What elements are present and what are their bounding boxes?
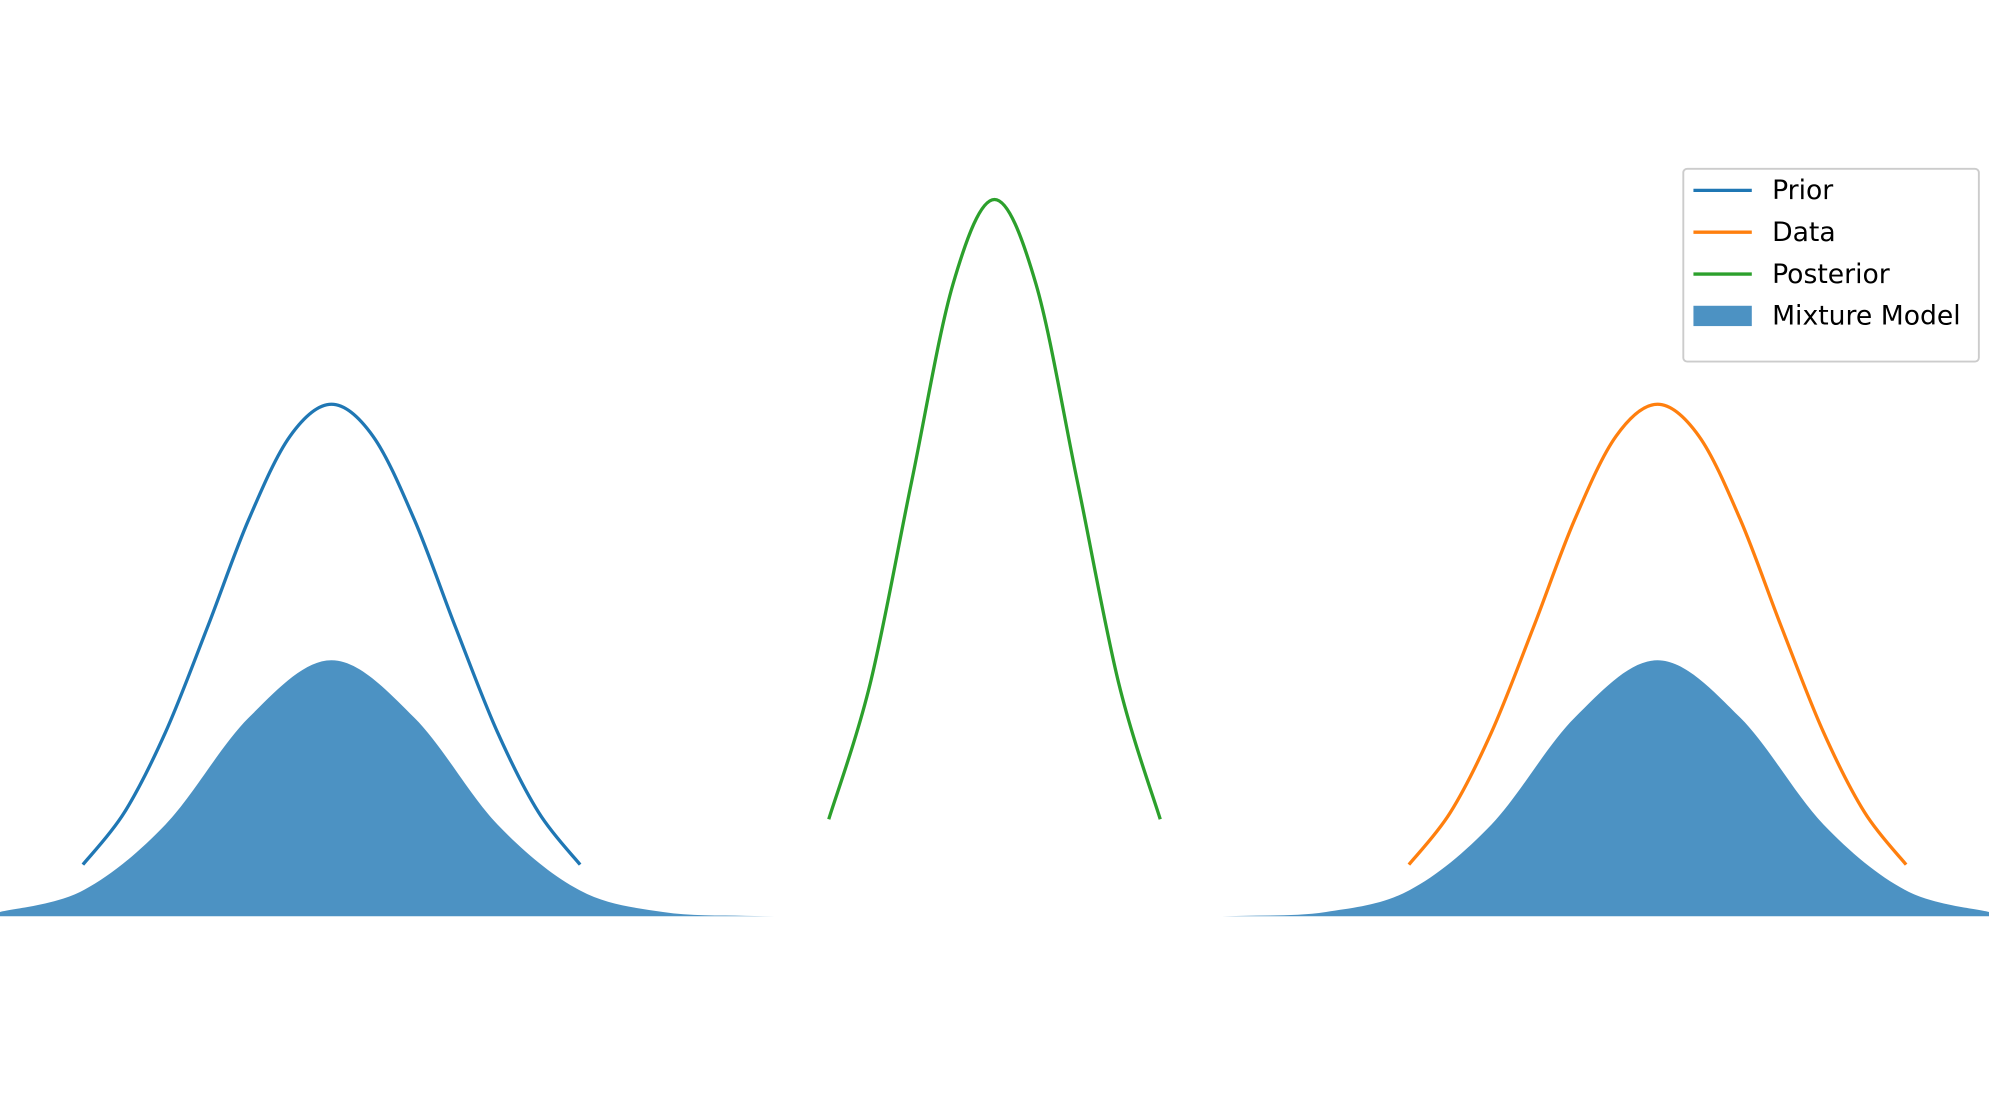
legend-swatch (1693, 305, 1752, 327)
area (0, 660, 1989, 917)
legend-label: Prior (1772, 175, 1833, 206)
legend-box (1682, 167, 1980, 363)
legend: Prior Data Posterior Mixture Model (1682, 167, 1980, 363)
legend-label: Mixture Model (1772, 301, 1961, 332)
line (1407, 402, 1908, 866)
legend-label: Posterior (1772, 259, 1890, 290)
line (81, 402, 582, 866)
legend-label: Data (1772, 217, 1836, 248)
plot-area (0, 197, 1989, 917)
line (827, 197, 1162, 820)
